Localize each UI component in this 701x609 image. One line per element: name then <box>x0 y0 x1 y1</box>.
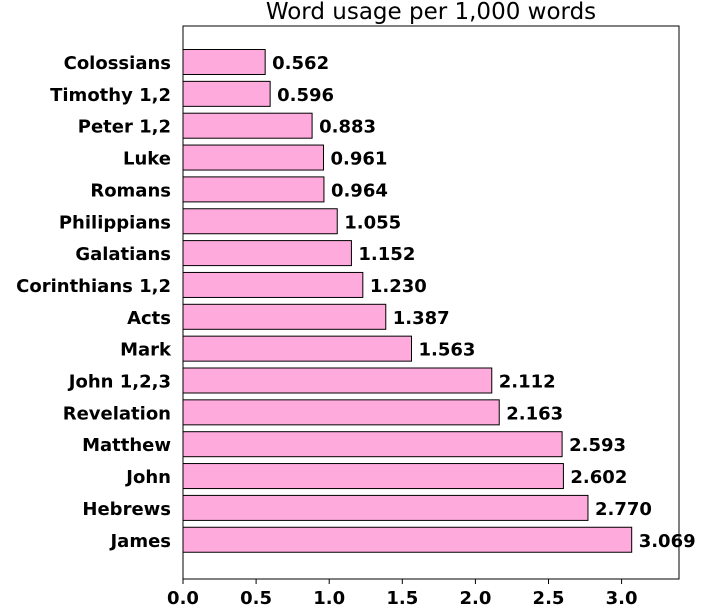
bar-6 <box>182 240 352 267</box>
x-tick-label: 3.0 <box>606 588 638 609</box>
bar-11 <box>182 399 500 426</box>
value-label: 0.883 <box>319 117 376 138</box>
plot-area-frame <box>182 25 680 580</box>
bar-8 <box>182 303 387 330</box>
value-label: 3.069 <box>639 531 696 552</box>
category-label: Acts <box>127 308 171 329</box>
x-tick-label: 2.0 <box>459 588 491 609</box>
bar-1 <box>182 80 271 107</box>
category-label: Colossians <box>64 53 171 74</box>
chart-title: Word usage per 1,000 words <box>266 0 596 25</box>
value-label: 0.964 <box>331 180 388 201</box>
value-label: 2.602 <box>570 467 627 488</box>
category-label: John 1,2,3 <box>67 372 171 393</box>
category-label: Galatians <box>75 244 171 265</box>
value-label: 1.152 <box>358 244 415 265</box>
bar-3 <box>182 144 324 171</box>
value-label: 0.961 <box>331 149 388 170</box>
bar-0 <box>182 49 266 75</box>
bar-12 <box>182 431 563 458</box>
bar-9 <box>182 335 413 362</box>
value-label: 1.563 <box>419 340 476 361</box>
value-label: 2.770 <box>595 499 652 520</box>
value-label: 1.230 <box>370 276 427 297</box>
x-tick-label: 0.0 <box>167 588 199 609</box>
bar-14 <box>182 494 589 521</box>
category-label: Philippians <box>59 212 171 233</box>
value-labels-group: 0.562 0.596 0.883 0.961 0.964 1.055 1.152 1.230… <box>272 53 695 552</box>
category-label: Romans <box>90 180 171 201</box>
bar-15 <box>182 526 633 553</box>
value-label: 1.387 <box>393 308 450 329</box>
category-label: Hebrews <box>82 499 171 520</box>
category-label: Corinthians 1,2 <box>16 276 171 297</box>
category-label: Timothy 1,2 <box>50 85 171 106</box>
value-label: 2.593 <box>569 435 626 456</box>
x-axis: 0.0 0.5 1.0 1.5 2.0 2.5 3.0 <box>167 579 638 609</box>
value-label: 0.596 <box>277 85 334 106</box>
bar-10 <box>182 367 493 394</box>
category-labels-group: Colossians Timothy 1,2 Peter 1,2 Luke Romans… <box>16 53 172 552</box>
category-label: John <box>124 467 171 488</box>
x-tick-label: 1.0 <box>313 588 345 609</box>
value-label: 0.562 <box>272 53 329 74</box>
bar-7 <box>182 271 364 298</box>
x-tick-label: 2.5 <box>533 588 565 609</box>
value-label: 2.163 <box>506 403 563 424</box>
category-label: Mark <box>120 340 172 361</box>
category-label: Revelation <box>63 403 171 424</box>
bar-5 <box>182 208 338 235</box>
bars-group <box>182 49 633 553</box>
value-label: 1.055 <box>344 212 401 233</box>
bar-2 <box>182 112 313 139</box>
x-tick-label: 0.5 <box>240 588 272 609</box>
bar-13 <box>182 463 564 490</box>
category-label: Luke <box>123 149 171 170</box>
category-label: Peter 1,2 <box>78 117 171 138</box>
x-tick-label: 1.5 <box>386 588 418 609</box>
category-label: James <box>108 531 171 552</box>
value-label: 2.112 <box>499 372 556 393</box>
category-label: Matthew <box>82 435 171 456</box>
bar-4 <box>182 176 325 203</box>
